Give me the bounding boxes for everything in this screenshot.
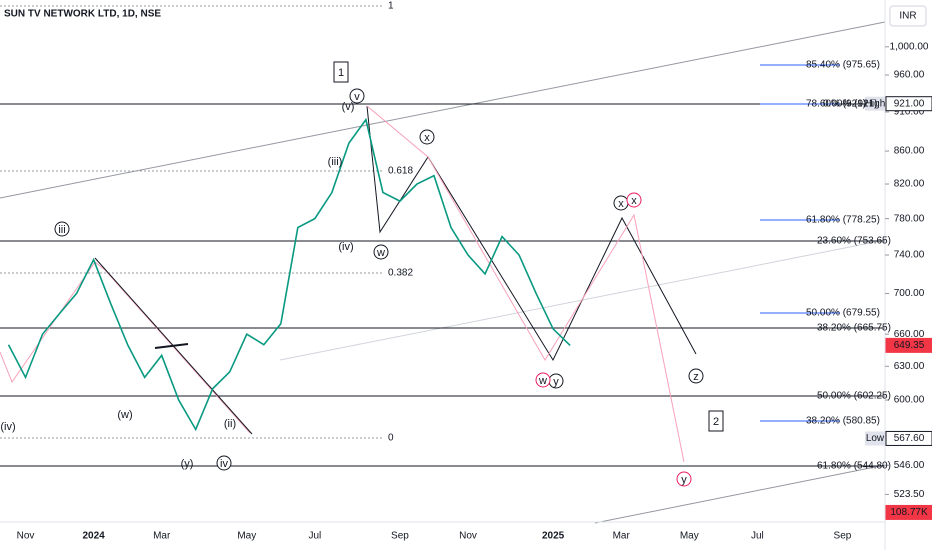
- wave-circle: [216, 455, 232, 471]
- fib-ratio: 0.382: [388, 268, 413, 279]
- wave-label: z: [693, 371, 699, 383]
- wave-circle: [688, 368, 704, 384]
- wave-box: [333, 61, 349, 83]
- wave-label: iv: [220, 458, 228, 470]
- x-tick-label: 2025: [542, 531, 565, 542]
- y-tick-label: 740.00: [894, 250, 925, 261]
- x-tick-label: Jul: [308, 531, 321, 542]
- wave-label: w: [538, 375, 547, 387]
- wave-circle: [54, 221, 70, 237]
- y-tick-label: 546.00: [894, 460, 925, 471]
- y-tick-label: 910.00: [894, 107, 925, 118]
- fib-label: 85.40% (975.65): [806, 60, 880, 71]
- channel-bottom: [594, 464, 886, 524]
- y-tick-label: 960.00: [894, 70, 925, 81]
- wave-path: [366, 105, 685, 463]
- wave-label: (iv): [0, 421, 15, 433]
- price-label-box: [885, 337, 932, 353]
- x-tick-label: Mar: [153, 531, 171, 542]
- wave-circle: [419, 129, 435, 145]
- wave-circle: [626, 192, 642, 208]
- fib-ratio: 1: [388, 1, 394, 12]
- wave-label: (w): [117, 409, 132, 421]
- wave-label: iii: [58, 224, 65, 236]
- x-tick-label: Nov: [459, 531, 477, 542]
- x-tick-label: 2024: [82, 531, 105, 542]
- price-tag: Low: [866, 433, 885, 444]
- wave-label: (v): [342, 101, 355, 113]
- wave-label: (y): [181, 458, 194, 470]
- y-tick-label: 780.00: [894, 213, 925, 224]
- price-label: 108.77K: [890, 507, 928, 518]
- price-tag-box: [865, 96, 885, 111]
- fib-label: 61.80% (544.80): [817, 461, 891, 472]
- x-tick-label: May: [680, 531, 699, 542]
- chart-title: SUN TV NETWORK LTD, 1D, NSE: [4, 9, 161, 20]
- fib-label: 61.80% (778.25): [806, 215, 880, 226]
- price-line: [7, 117, 571, 432]
- currency: INR: [899, 11, 916, 22]
- fib-label: 38.20% (580.85): [806, 416, 880, 427]
- wave-circle: [535, 372, 551, 388]
- wave-label: x: [631, 195, 637, 207]
- x-tick-label: May: [237, 531, 256, 542]
- x-tick-label: Mar: [613, 531, 631, 542]
- price-label-box: [885, 430, 932, 446]
- wave-label: y: [553, 376, 559, 388]
- channel-top: [0, 21, 886, 199]
- price-tag: High: [865, 98, 886, 109]
- wave-label: y: [681, 474, 687, 486]
- fib-label: 23.60% (753.65): [817, 236, 891, 247]
- price-label-box: [885, 96, 932, 112]
- fib-label: 0.00% (921): [823, 99, 877, 110]
- fib-label: 50.00% (679.55): [806, 308, 880, 319]
- price-tag-box: [865, 431, 885, 446]
- y-tick-label: 660.00: [894, 329, 925, 340]
- currency-box: [889, 5, 927, 27]
- wave-path: [366, 105, 697, 362]
- wave-label: (iii): [328, 156, 343, 168]
- x-tick-label: Sep: [391, 531, 409, 542]
- wave-label: x: [424, 132, 430, 144]
- wave-label: v: [354, 91, 360, 103]
- wave-label: 1: [338, 67, 344, 79]
- y-tick-label: 600.00: [894, 395, 925, 406]
- wave-label: (ii): [224, 418, 236, 430]
- drawings: [0, 0, 886, 550]
- y-tick-label: 700.00: [894, 288, 925, 299]
- x-tick-label: Jul: [751, 531, 764, 542]
- price-label: 567.60: [894, 433, 925, 444]
- price-label: 649.35: [894, 340, 925, 351]
- price-label-box: [885, 504, 932, 520]
- wave-path: [154, 343, 189, 349]
- fib-label: 50.00% (602.25): [817, 391, 891, 402]
- wave-label: (iv): [338, 241, 353, 253]
- y-tick-label: 820.00: [894, 179, 925, 190]
- wave-circle: [676, 471, 692, 487]
- price-label: 921.00: [894, 98, 925, 109]
- wave-circle: [373, 244, 389, 260]
- y-tick-label: 630.00: [894, 361, 925, 372]
- y-tick-label: 1,000.00: [890, 41, 929, 52]
- y-tick-label: 860.00: [894, 146, 925, 157]
- wave-label: w: [376, 247, 385, 259]
- wave-box: [708, 410, 724, 432]
- y-tick-label: 523.50: [894, 489, 925, 500]
- wave-label: x: [618, 198, 624, 210]
- fib-label: 78.60% (921): [806, 99, 866, 110]
- fib-label: 38.20% (665.75): [817, 323, 891, 334]
- fib-ratio: 0: [388, 433, 394, 444]
- x-tick-label: Nov: [17, 531, 35, 542]
- fib-ratio: 0.618: [388, 166, 413, 177]
- wave-label: 2: [713, 416, 719, 428]
- wave-circle: [349, 88, 365, 104]
- x-tick-label: Sep: [834, 531, 852, 542]
